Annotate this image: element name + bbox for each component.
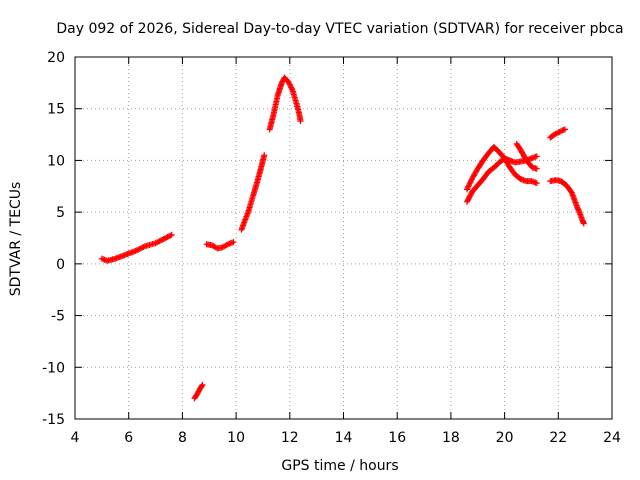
data-point — [199, 381, 206, 388]
data-point — [533, 180, 540, 187]
data-point — [533, 165, 540, 172]
data-point — [153, 239, 160, 246]
data-point — [556, 128, 563, 135]
data-point — [136, 246, 143, 253]
series-arc-2 — [191, 381, 206, 402]
y-tick-label: 5 — [56, 205, 65, 221]
x-axis-label: GPS time / hours — [281, 458, 398, 474]
data-point — [133, 247, 140, 254]
x-tick-label: 24 — [603, 430, 621, 446]
series-arc-10 — [547, 177, 587, 227]
data-point — [285, 78, 292, 85]
y-tick-labels: -15 -10 -5 0 5 10 15 20 — [42, 50, 65, 428]
series-arc-3 — [203, 239, 237, 252]
y-tick-label: 10 — [47, 153, 65, 169]
data-point — [163, 234, 170, 241]
data-point — [137, 245, 144, 252]
x-tick-label: 6 — [124, 430, 133, 446]
data-point — [230, 239, 237, 246]
data-point — [152, 240, 159, 247]
series-arc-7 — [464, 143, 540, 193]
data-point — [261, 152, 268, 159]
x-tick-label: 22 — [549, 430, 567, 446]
series-arc-5 — [266, 74, 304, 133]
data-point — [156, 238, 163, 245]
data-point — [198, 382, 205, 389]
plot-border — [74, 56, 613, 420]
data-point — [165, 233, 172, 240]
data-point — [157, 237, 164, 244]
series-arc-8 — [513, 140, 540, 172]
data-point — [287, 82, 294, 89]
data-point — [288, 84, 295, 91]
data-point — [557, 128, 564, 135]
x-tick-label: 14 — [335, 430, 353, 446]
x-tick-label: 4 — [71, 430, 80, 446]
x-tick-label: 12 — [281, 430, 299, 446]
y-tick-label: -10 — [42, 360, 65, 376]
data-point — [288, 85, 295, 92]
data-point — [223, 241, 230, 248]
y-tick-label: 0 — [56, 257, 65, 273]
y-axis-label: SDTVAR / TECUs — [8, 182, 24, 297]
data-point — [551, 131, 558, 138]
series-arc-4 — [238, 152, 268, 233]
data-point — [533, 153, 540, 160]
data-point — [286, 81, 293, 88]
data-point — [553, 130, 560, 137]
series-arc-1 — [98, 231, 175, 264]
data-point — [297, 118, 304, 125]
data-point — [286, 80, 293, 87]
x-tick-label: 16 — [388, 430, 406, 446]
series-arc-9 — [547, 126, 569, 141]
data-point — [140, 243, 147, 250]
y-tick-label: -15 — [42, 412, 65, 428]
data-point — [164, 233, 171, 240]
x-tick-labels: 4 6 8 10 12 14 16 18 20 22 24 — [71, 430, 621, 446]
data-point — [161, 235, 168, 242]
data-point — [168, 231, 175, 238]
x-tick-label: 10 — [227, 430, 245, 446]
data-point — [139, 244, 146, 251]
data-point — [167, 232, 174, 239]
data-point — [160, 236, 167, 243]
data-point — [552, 130, 559, 137]
data-point — [580, 220, 587, 227]
data-point — [155, 238, 162, 245]
x-tick-label: 20 — [496, 430, 514, 446]
chart-title: Day 092 of 2026, Sidereal Day-to-day VTE… — [56, 21, 623, 37]
data-point — [562, 126, 569, 133]
data-point — [135, 246, 142, 253]
y-tick-label: 15 — [47, 102, 65, 118]
data-point — [555, 129, 562, 136]
y-tick-label: 20 — [47, 50, 65, 66]
data-marks — [98, 74, 587, 402]
x-tick-label: 8 — [178, 430, 187, 446]
grid-lines — [75, 57, 612, 419]
x-tick-label: 18 — [442, 430, 460, 446]
y-tick-label: -5 — [51, 309, 65, 325]
data-point — [159, 236, 166, 243]
